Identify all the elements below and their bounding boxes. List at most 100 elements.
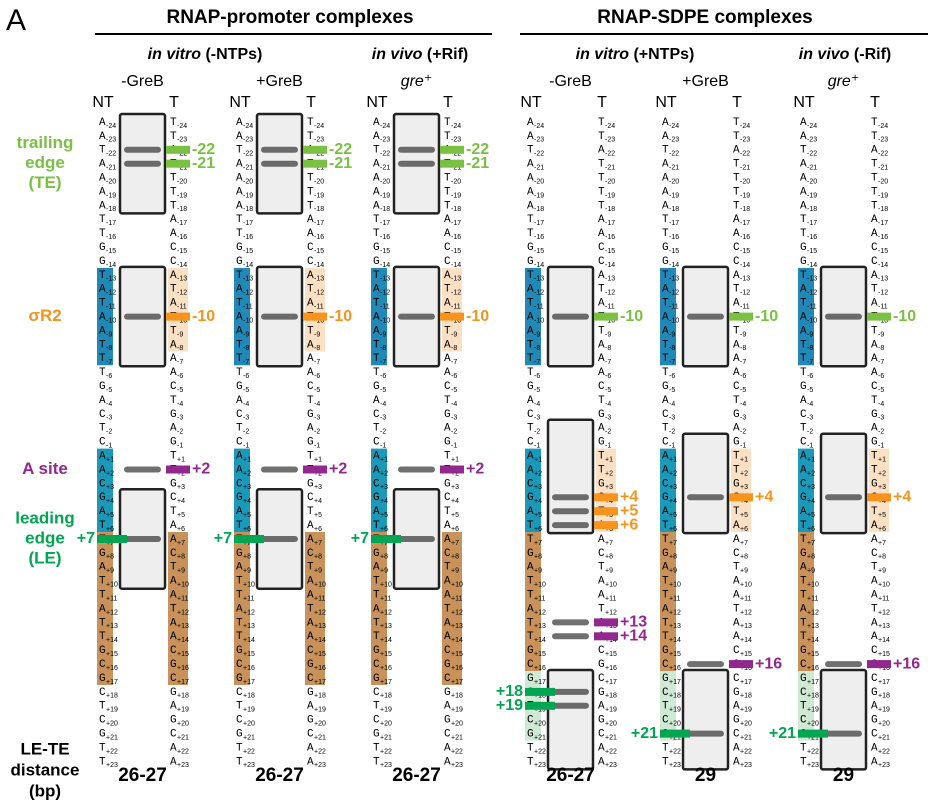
nt-position: -18 — [243, 206, 253, 213]
nt-position: +18 — [243, 693, 255, 700]
t-base: A — [170, 228, 177, 240]
nt-position: -12 — [380, 290, 390, 297]
t-base: G — [307, 478, 314, 490]
nt-position: +20 — [243, 721, 255, 728]
nt-base: T — [236, 298, 243, 310]
marker-bar — [594, 618, 618, 627]
t-base: C — [444, 492, 451, 504]
nt-base: A — [236, 506, 243, 518]
t-base: A — [307, 520, 314, 532]
t-base: A — [444, 534, 451, 546]
nt-position: +16 — [669, 665, 681, 672]
t-position: +14 — [605, 637, 617, 644]
t-position: -3 — [177, 415, 183, 422]
t-position: +8 — [177, 554, 185, 561]
t-position: +20 — [177, 721, 189, 728]
t-position: +4 — [451, 498, 459, 505]
nt-position: -5 — [380, 387, 386, 394]
t-base: A — [733, 423, 740, 435]
t-position: -23 — [878, 137, 888, 144]
gel-band — [398, 146, 435, 153]
t-position: -7 — [314, 359, 320, 366]
t-base: G — [444, 659, 451, 671]
t-base: T — [170, 506, 177, 518]
nt-position: -23 — [669, 137, 679, 144]
nt-position: +10 — [807, 582, 819, 589]
t-base: A — [598, 423, 605, 435]
t-position: -10 — [740, 317, 750, 324]
highlight — [168, 532, 188, 685]
nt-position: +8 — [106, 554, 114, 561]
t-position: -18 — [314, 206, 324, 213]
nt-position: +6 — [807, 526, 815, 533]
marker-label: +21 — [769, 725, 796, 742]
nt-position: +2 — [669, 470, 677, 477]
nt-position: +4 — [669, 498, 677, 505]
t-position: +10 — [177, 582, 189, 589]
nt-position: -13 — [534, 276, 544, 283]
nt-base: A — [800, 159, 807, 171]
highlight — [798, 448, 814, 533]
nt-base: A — [99, 464, 106, 476]
t-position: -15 — [605, 248, 615, 255]
nt-base: C — [527, 478, 534, 490]
t-position: -21 — [878, 165, 888, 172]
t-position: -22 — [878, 151, 888, 158]
nt-position: -12 — [807, 290, 817, 297]
nt-position: +9 — [380, 568, 388, 575]
nt-position: +15 — [807, 651, 819, 658]
t-position: -12 — [740, 290, 750, 297]
nt-base: C — [662, 437, 669, 449]
nt-position: -19 — [106, 192, 116, 199]
nt-position: +7 — [807, 540, 815, 547]
nt-position: -24 — [243, 123, 253, 130]
nt-position: -10 — [807, 317, 817, 324]
nt-base: A — [662, 395, 669, 407]
nt-position: +5 — [106, 512, 114, 519]
gel-band — [825, 730, 862, 737]
distance-value: 26-27 — [118, 765, 167, 786]
nt-position: +23 — [669, 762, 681, 769]
nt-position: -6 — [243, 373, 249, 380]
nt-base: A — [800, 284, 807, 296]
t-position: -16 — [740, 234, 750, 241]
nt-position: +2 — [243, 470, 251, 477]
nt-position: -8 — [243, 345, 249, 352]
nt-position: -11 — [243, 304, 253, 311]
marker-label: -10 — [466, 308, 489, 325]
t-base: A — [871, 145, 878, 157]
nt-position: +13 — [380, 623, 392, 630]
marker-label: +16 — [893, 655, 920, 672]
nt-base: C — [236, 659, 243, 671]
nt-base: A — [662, 186, 669, 198]
nt-position: -3 — [380, 415, 386, 422]
nt-position: -22 — [106, 151, 116, 158]
nt-position: +17 — [807, 679, 819, 686]
nt-base: A — [373, 284, 380, 296]
nt-base: A — [373, 325, 380, 337]
nt-base: T — [662, 367, 669, 379]
t-position: -2 — [605, 429, 611, 436]
nt-position: +16 — [380, 665, 392, 672]
t-base: A — [598, 145, 605, 157]
condition-label: in vivo (+Rif) — [372, 46, 468, 63]
gel-band — [124, 160, 161, 167]
t-position: +20 — [878, 721, 890, 728]
nt-base: G — [800, 548, 807, 560]
t-base: A — [733, 270, 740, 282]
t-base: T — [598, 395, 605, 407]
t-position: -3 — [740, 415, 746, 422]
t-base: C — [871, 548, 878, 560]
t-base: A — [598, 367, 605, 379]
gel-band — [261, 466, 298, 473]
t-position: +16 — [878, 665, 890, 672]
t-base: A — [307, 631, 314, 643]
nt-position: -16 — [534, 234, 544, 241]
t-base: T — [733, 562, 740, 574]
nt-base: T — [236, 423, 243, 435]
t-position: -18 — [605, 206, 615, 213]
nt-base: A — [373, 562, 380, 574]
nt-position: -2 — [669, 429, 675, 436]
t-position: -11 — [605, 304, 615, 311]
nt-base: A — [527, 131, 534, 143]
